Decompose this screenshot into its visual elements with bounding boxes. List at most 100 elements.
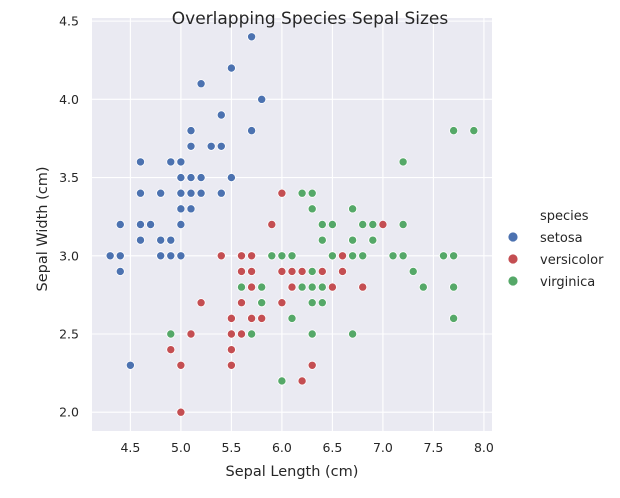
data-point-versicolor (226, 313, 236, 323)
data-point-setosa (176, 173, 186, 183)
data-point-versicolor (338, 251, 348, 261)
data-point-virginica (307, 266, 317, 276)
data-point-virginica (348, 235, 358, 245)
x-tick-label: 5.5 (221, 440, 241, 455)
data-point-virginica (449, 126, 459, 136)
data-point-virginica (327, 251, 337, 261)
data-point-versicolor (317, 266, 327, 276)
data-point-virginica (358, 251, 368, 261)
data-point-setosa (176, 219, 186, 229)
data-point-versicolor (267, 219, 277, 229)
data-point-virginica (257, 298, 267, 308)
data-point-virginica (267, 251, 277, 261)
data-point-setosa (257, 94, 267, 104)
data-point-setosa (135, 188, 145, 198)
data-point-virginica (358, 219, 368, 229)
data-point-setosa (186, 204, 196, 214)
data-point-virginica (449, 251, 459, 261)
data-point-setosa (135, 219, 145, 229)
data-point-setosa (156, 251, 166, 261)
data-point-versicolor (297, 376, 307, 386)
data-point-setosa (105, 251, 115, 261)
data-point-versicolor (236, 266, 246, 276)
data-point-setosa (206, 141, 216, 151)
data-point-virginica (247, 329, 257, 339)
data-point-virginica (317, 282, 327, 292)
y-axis-label: Sepal Width (cm) (35, 167, 51, 292)
data-point-setosa (146, 219, 156, 229)
data-point-virginica (348, 251, 358, 261)
legend-marker-versicolor (507, 253, 519, 265)
data-point-setosa (247, 32, 257, 42)
data-point-setosa (125, 360, 135, 370)
x-tick-label: 6.5 (322, 440, 342, 455)
x-axis-label: Sepal Length (cm) (226, 464, 359, 480)
data-point-setosa (176, 204, 186, 214)
legend: species setosa versicolor virginica (507, 209, 604, 290)
data-point-versicolor (307, 360, 317, 370)
data-point-virginica (317, 298, 327, 308)
data-point-virginica (368, 235, 378, 245)
data-point-setosa (216, 188, 226, 198)
data-point-versicolor (247, 282, 257, 292)
data-point-setosa (115, 266, 125, 276)
plot-background (92, 18, 492, 431)
data-point-setosa (156, 235, 166, 245)
y-tick-label: 3.5 (59, 170, 79, 185)
data-point-virginica (257, 282, 267, 292)
data-point-virginica (398, 157, 408, 167)
data-point-virginica (408, 266, 418, 276)
legend-label-versicolor: versicolor (540, 253, 604, 268)
data-point-setosa (115, 251, 125, 261)
legend-marker-setosa (507, 231, 519, 243)
data-point-virginica (368, 219, 378, 229)
data-point-virginica (449, 313, 459, 323)
data-point-virginica (317, 235, 327, 245)
data-point-virginica (307, 329, 317, 339)
data-point-setosa (135, 157, 145, 167)
data-point-virginica (287, 251, 297, 261)
y-tick-labels: 2.0 2.5 3.0 3.5 4.0 4.5 (59, 14, 79, 420)
data-point-versicolor (176, 407, 186, 417)
data-point-setosa (186, 188, 196, 198)
data-point-virginica (307, 298, 317, 308)
data-point-virginica (449, 282, 459, 292)
data-point-versicolor (176, 360, 186, 370)
data-point-versicolor (358, 282, 368, 292)
x-tick-label: 8.0 (474, 440, 494, 455)
data-point-setosa (135, 235, 145, 245)
legend-label-virginica: virginica (540, 275, 595, 290)
data-point-setosa (196, 188, 206, 198)
y-tick-label: 2.0 (59, 405, 79, 420)
data-point-virginica (418, 282, 428, 292)
data-point-versicolor (287, 266, 297, 276)
data-point-setosa (176, 157, 186, 167)
data-point-virginica (287, 313, 297, 323)
data-point-virginica (398, 219, 408, 229)
data-point-virginica (307, 282, 317, 292)
data-point-virginica (297, 282, 307, 292)
data-point-versicolor (277, 188, 287, 198)
legend-marker-virginica (507, 275, 519, 287)
x-tick-label: 4.5 (120, 440, 140, 455)
data-point-versicolor (226, 360, 236, 370)
y-tick-label: 4.0 (59, 92, 79, 107)
data-point-setosa (196, 79, 206, 89)
data-point-setosa (166, 157, 176, 167)
data-point-setosa (216, 141, 226, 151)
data-point-versicolor (257, 313, 267, 323)
data-point-setosa (115, 219, 125, 229)
data-point-versicolor (297, 266, 307, 276)
x-tick-label: 7.5 (423, 440, 443, 455)
data-point-versicolor (186, 329, 196, 339)
data-point-versicolor (226, 329, 236, 339)
data-point-virginica (236, 282, 246, 292)
data-point-versicolor (216, 251, 226, 261)
data-point-versicolor (247, 266, 257, 276)
data-point-setosa (186, 141, 196, 151)
x-tick-label: 5.0 (171, 440, 191, 455)
data-point-virginica (166, 329, 176, 339)
data-point-virginica (398, 251, 408, 261)
data-points (105, 32, 479, 417)
